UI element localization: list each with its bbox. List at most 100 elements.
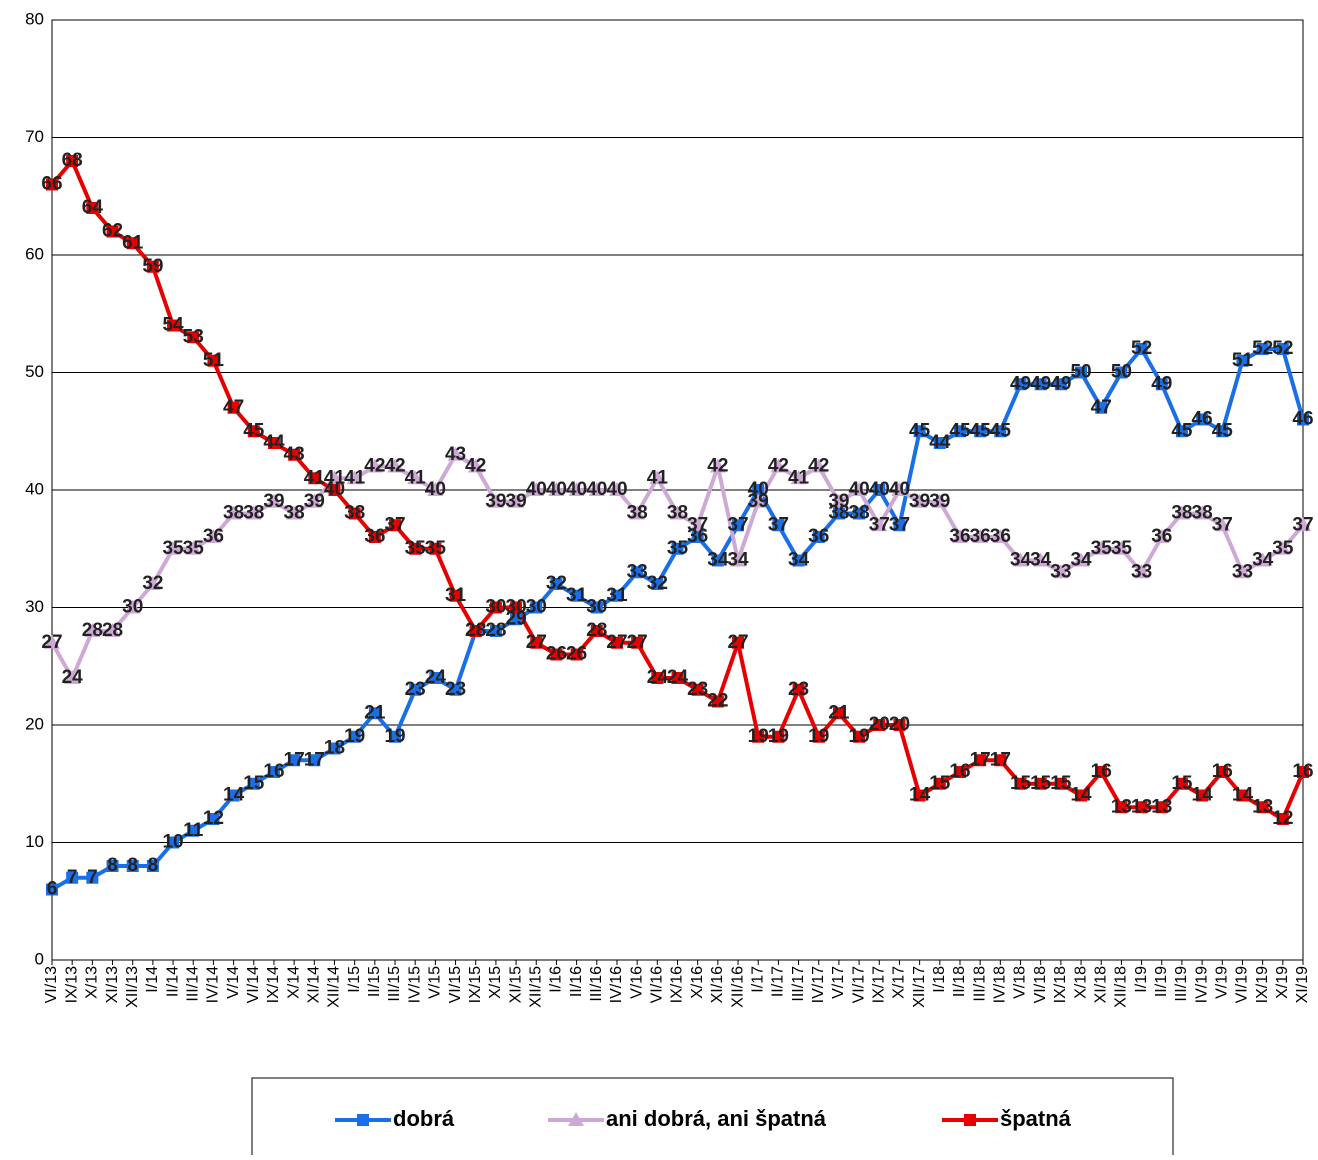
x-tick-label: V/14 bbox=[225, 966, 242, 999]
data-label: 40 bbox=[606, 479, 627, 500]
marker bbox=[489, 601, 502, 614]
marker bbox=[873, 484, 886, 496]
legend-label: dobrá bbox=[393, 1106, 455, 1131]
legend-label: špatná bbox=[1000, 1106, 1072, 1131]
data-label: 40 bbox=[869, 479, 890, 500]
data-label: 45 bbox=[970, 420, 992, 441]
marker bbox=[1256, 801, 1269, 814]
marker bbox=[328, 742, 341, 755]
marker bbox=[409, 542, 422, 555]
x-tick-label: II/17 bbox=[770, 966, 787, 997]
marker bbox=[1032, 552, 1049, 567]
x-tick-label: XI/15 bbox=[507, 966, 524, 1003]
marker bbox=[530, 636, 543, 649]
data-label: 53 bbox=[183, 326, 204, 347]
data-label: 7 bbox=[87, 867, 98, 888]
marker bbox=[1014, 777, 1027, 790]
marker bbox=[387, 458, 404, 473]
data-label: 33 bbox=[1232, 561, 1253, 582]
marker bbox=[1095, 766, 1108, 778]
marker bbox=[568, 482, 585, 496]
marker bbox=[810, 458, 827, 473]
data-label: 20 bbox=[869, 714, 890, 735]
marker bbox=[288, 448, 301, 461]
marker bbox=[126, 860, 139, 872]
marker bbox=[346, 470, 363, 485]
marker bbox=[348, 507, 361, 520]
data-label: 40 bbox=[586, 479, 607, 500]
marker bbox=[1214, 517, 1231, 532]
marker bbox=[732, 519, 745, 532]
data-label: 33 bbox=[627, 561, 648, 582]
marker bbox=[913, 425, 926, 438]
marker bbox=[1155, 378, 1168, 391]
data-label: 17 bbox=[970, 749, 991, 770]
data-label: 38 bbox=[627, 503, 648, 524]
x-tick-label: XI/13 bbox=[104, 966, 121, 1003]
marker bbox=[187, 824, 200, 837]
x-tick-label: IV/17 bbox=[810, 966, 827, 1003]
data-label: 8 bbox=[107, 855, 118, 876]
legend-label: ani dobrá, ani špatná bbox=[606, 1106, 827, 1131]
legend-box bbox=[251, 1077, 1174, 1160]
data-label: 18 bbox=[324, 738, 345, 759]
marker bbox=[931, 493, 948, 508]
data-label: 14 bbox=[1192, 785, 1214, 806]
data-label: 7 bbox=[67, 867, 78, 888]
data-label: 51 bbox=[203, 350, 225, 371]
data-label: 32 bbox=[647, 573, 668, 594]
data-label: 46 bbox=[1292, 409, 1313, 430]
data-label: 49 bbox=[1030, 373, 1051, 394]
marker bbox=[873, 719, 886, 731]
marker bbox=[489, 625, 502, 637]
data-label: 38 bbox=[344, 503, 365, 524]
data-label: 22 bbox=[707, 691, 728, 712]
data-label: 28 bbox=[102, 620, 123, 641]
marker bbox=[772, 519, 785, 532]
data-label: 61 bbox=[122, 232, 144, 253]
data-label: 34 bbox=[727, 550, 749, 571]
marker bbox=[953, 766, 966, 778]
marker bbox=[510, 613, 523, 626]
marker bbox=[933, 777, 946, 790]
x-tick-label: XII/16 bbox=[729, 966, 746, 1008]
data-label: 13 bbox=[1131, 796, 1152, 817]
data-label: 66 bbox=[41, 174, 62, 195]
marker bbox=[407, 470, 424, 485]
marker bbox=[44, 634, 60, 649]
marker bbox=[1054, 777, 1067, 790]
data-label: 54 bbox=[162, 315, 184, 336]
data-label: 42 bbox=[384, 456, 405, 477]
data-label: 40 bbox=[849, 479, 870, 500]
x-tick-label: VI/16 bbox=[649, 966, 666, 1003]
marker bbox=[187, 331, 200, 344]
marker bbox=[146, 260, 159, 273]
data-label: 35 bbox=[1272, 538, 1294, 559]
x-tick-label: V/19 bbox=[1214, 966, 1231, 999]
y-tick-label: 70 bbox=[25, 127, 44, 146]
y-tick-label: 60 bbox=[25, 244, 44, 263]
marker bbox=[851, 482, 868, 496]
data-label: 24 bbox=[425, 667, 447, 688]
data-label: 39 bbox=[304, 491, 325, 512]
marker bbox=[1135, 801, 1148, 814]
data-label: 50 bbox=[1070, 362, 1091, 383]
data-label: 35 bbox=[162, 538, 184, 559]
data-label: 42 bbox=[768, 456, 789, 477]
y-tick-label: 30 bbox=[25, 597, 44, 616]
data-label: 38 bbox=[1192, 503, 1213, 524]
marker bbox=[328, 484, 341, 496]
marker bbox=[1236, 789, 1249, 802]
x-tick-label: V/16 bbox=[628, 966, 645, 999]
marker bbox=[227, 401, 240, 414]
marker bbox=[1234, 564, 1251, 579]
marker bbox=[1155, 801, 1168, 814]
marker bbox=[510, 601, 523, 614]
data-label: 8 bbox=[148, 855, 159, 876]
data-label: 30 bbox=[526, 597, 547, 618]
marker bbox=[770, 458, 787, 473]
y-tick-label: 40 bbox=[25, 479, 44, 498]
x-tick-label: IX/14 bbox=[265, 966, 282, 1003]
data-label: 31 bbox=[566, 585, 588, 606]
